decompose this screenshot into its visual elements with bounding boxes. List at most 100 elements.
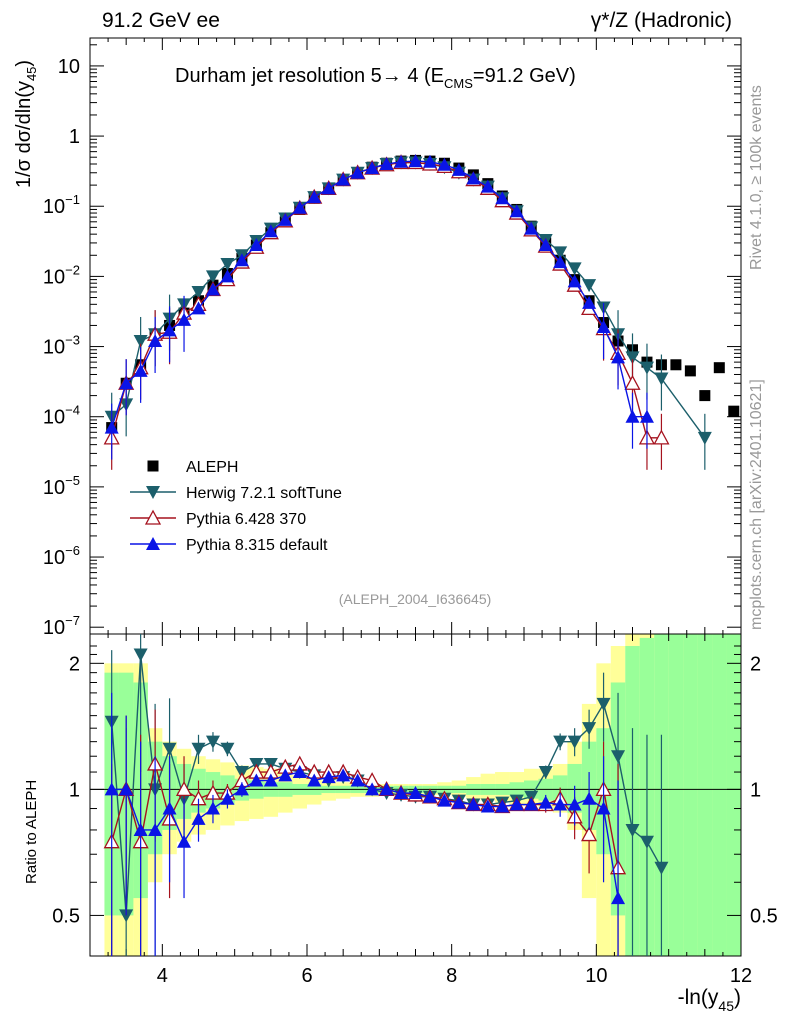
pythia-8-315-default-point [639,409,654,423]
pythia-8-315-default-ratio-point [162,801,177,815]
pythia-8-315-default-ratio-point [379,782,394,796]
xlabel: -ln(y45) [678,986,741,1014]
xlabel-main: -ln(y [678,986,719,1009]
herwig-7-2-1-softtune-point [654,372,669,386]
xlabel-sub: 45 [718,998,734,1014]
pythia-8-315-default-point [350,165,365,179]
pythia-8-315-default-point [567,274,582,288]
pythia-8-315-default-point [538,238,553,252]
aleph-point [684,365,696,377]
aleph-point [699,390,711,402]
pythia-8-315-default-point [148,334,163,348]
aleph-point [728,405,740,417]
chart-title: Durham jet resolution 5→ 4 (ECMS=91.2 Ge… [175,65,576,91]
pythia-8-315-default-ratio-point [567,797,582,811]
pythia-8-315-default-point [394,154,409,168]
pythia-6-428-370-point [653,429,670,445]
herwig-7-2-1-softtune-ratio-point [205,735,220,749]
pythia-8-315-default-point [307,190,322,204]
pythia-8-315-default-ratio-point [524,797,539,811]
herwig-7-2-1-softtune-ratio-point [639,835,654,849]
pythia-8-315-default-ratio-point [394,786,409,800]
ylabel-sub: 45 [24,67,39,81]
ratio-y-tick-label: 1 [69,779,80,801]
ratio-y-tick-label: 2 [69,653,80,675]
herwig-7-2-1-softtune-ratio-point [654,861,669,875]
pythia-8-315-default-point [292,200,307,214]
herwig-7-2-1-softtune-point [567,262,582,276]
pythia-8-315-default-ratio-point [451,795,466,809]
pythia-6-428-370-ratio-point [581,826,598,842]
herwig-7-2-1-softtune-ratio-point [162,742,177,756]
pythia-8-315-default-ratio-point [205,801,220,815]
ratio-y-tick-label: 0.5 [52,905,80,927]
pythia-8-315-default-ratio-point [350,773,365,787]
pythia-8-315-default-ratio-point [365,782,380,796]
x-tick-label: 12 [730,965,752,987]
herwig-7-2-1-softtune-ratio-point [611,750,626,764]
pythia-8-315-default-point [582,295,597,309]
pythia-8-315-default-ratio-point [104,782,119,796]
pythia-8-315-default-point [162,323,177,337]
herwig-7-2-1-softtune-ratio-point [538,766,553,780]
legend-marker-herwig-7-2-1-softtune [146,486,160,499]
stat-uncertainty-band [683,634,698,956]
herwig-7-2-1-softtune-ratio-point [191,742,206,756]
pythia-8-315-default-ratio-point [408,786,423,800]
ratio-y-tick-label-right: 0.5 [750,905,778,927]
y-tick-label: 10−5 [43,473,80,499]
pythia-8-315-default-ratio-point [509,797,524,811]
pythia-6-428-370-ratio-point [175,781,193,797]
herwig-7-2-1-softtune-ratio-point [553,735,568,749]
pythia-6-428-370-point [624,374,641,390]
pythia-8-315-default-point [249,238,264,252]
pythia-8-315-default-ratio-point [466,797,481,811]
pythia-8-315-default-point [524,221,539,235]
legend-label-pythia-6-428-370: Pythia 6.428 370 [186,511,306,528]
title-sub: CMS [444,76,473,91]
pythia-8-315-default-point [379,156,394,170]
pythia-8-315-default-ratio-point [292,765,307,779]
pythia-8-315-default-ratio-point [553,797,568,811]
herwig-7-2-1-softtune-point [133,335,148,349]
pythia-8-315-default-ratio-point [220,791,235,805]
pythia-8-315-default-ratio-point [278,768,293,782]
pythia-8-315-default-ratio-point [538,795,553,809]
herwig-7-2-1-softtune-ratio-point [625,823,640,837]
legend-label-pythia-8-315-default: Pythia 8.315 default [186,537,328,554]
y-tick-label: 10−7 [43,613,80,639]
main-ylabel: 1/σ dσ/dln(y45) [13,60,39,188]
pythia-8-315-default-point [336,172,351,186]
ratio-y-tick-label-right: 2 [750,653,761,675]
pythia-8-315-default-ratio-point [249,773,264,787]
pythia-8-315-default-ratio-point [119,782,134,796]
pythia-8-315-default-point [509,204,524,218]
ratio-panel: 4 6 8 10 120.5 0.51 12 2 [52,633,778,987]
title-main: Durham jet resolution 5→ 4 (E [175,65,444,87]
stat-uncertainty-band [712,634,727,956]
pythia-8-315-default-point [451,162,466,176]
title-rest: =91.2 GeV) [473,65,576,87]
pythia-8-315-default-point [596,320,611,334]
herwig-7-2-1-softtune-ratio-point [567,735,582,749]
herwig-7-2-1-softtune-point [582,279,597,293]
pythia-8-315-default-ratio-point [148,822,163,836]
y-tick-label: 10−3 [43,333,80,359]
pythia-8-315-default-ratio-point [263,773,278,787]
pythia-8-315-default-ratio-point [191,811,206,825]
y-tick-label: 10−6 [43,543,80,569]
ylabel-rest: ) [13,60,35,67]
pythia-8-315-default-point [422,154,437,168]
pythia-8-315-default-point [263,224,278,238]
pythia-8-315-default-ratio-point [437,793,452,807]
pythia-8-315-default-point [408,154,423,168]
x-tick-label: 4 [157,965,168,987]
ylabel-main: 1/σ dσ/dln(y [13,81,35,188]
pythia-8-315-default-ratio-point [495,799,510,813]
pythia-8-315-default-point [220,269,235,283]
rivet-label: Rivet 4.1.0, ≥ 100k events [748,85,765,270]
herwig-7-2-1-softtune-point [639,361,654,375]
pythia-8-315-default-ratio-point [234,782,249,796]
pythia-8-315-default-point [553,255,568,269]
ratio-ylabel: Ratio to ALEPH [23,780,40,884]
